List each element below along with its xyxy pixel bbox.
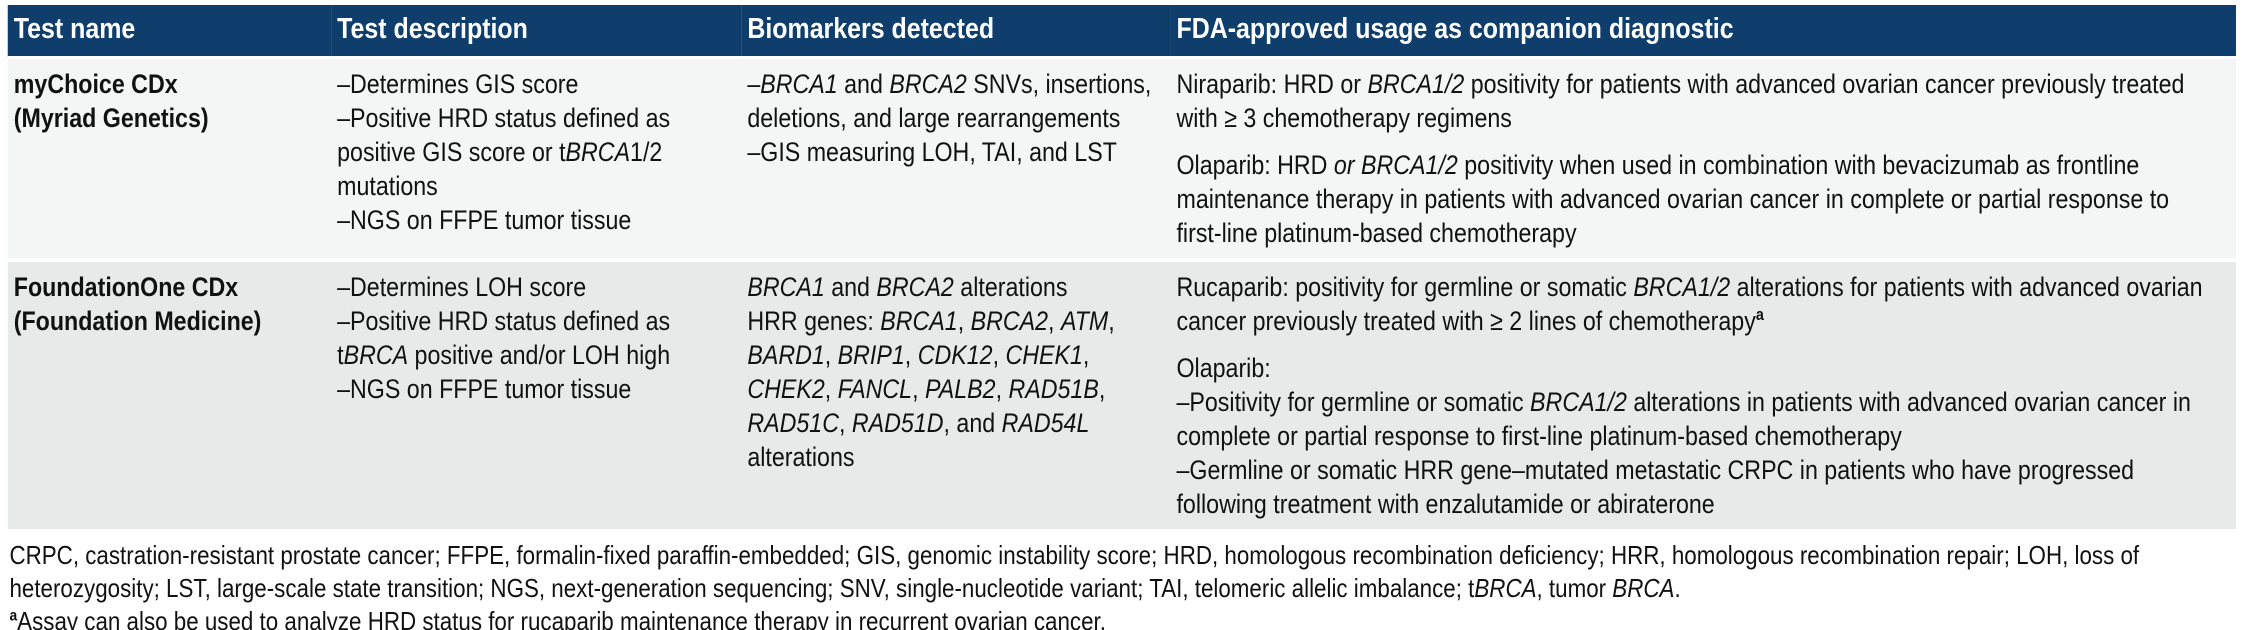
col-header-fda-approved-usage: FDA-approved usage as companion diagnost…: [1170, 5, 2236, 59]
header-row: Test name Test description Biomarkers de…: [7, 5, 2236, 59]
footnotes: CRPC, castration-resistant prostate canc…: [0, 529, 2244, 630]
table-row-foundationone-cdx: FoundationOne CDx (Foundation Medicine) …: [7, 259, 2236, 529]
table-row-mychoice-cdx: myChoice CDx (Myriad Genetics) –Determin…: [7, 57, 2236, 262]
col-header-test-description: Test description: [331, 5, 742, 59]
cell-fda-usage-foundationone: Rucaparib: positivity for germline or so…: [1170, 259, 2236, 529]
cell-test-name-mychoice: myChoice CDx (Myriad Genetics): [7, 57, 332, 262]
cell-test-description-foundationone: –Determines LOH score –Positive HRD stat…: [331, 259, 742, 529]
col-header-test-name: Test name: [7, 5, 332, 59]
table-header: Test name Test description Biomarkers de…: [7, 5, 2236, 59]
abbreviations-note: CRPC, castration-resistant prostate canc…: [9, 539, 2146, 603]
companion-diagnostics-table: Test name Test description Biomarkers de…: [7, 5, 2236, 529]
cell-test-description-mychoice: –Determines GIS score –Positive HRD stat…: [331, 57, 742, 262]
cell-biomarkers-mychoice: –BRCA1 and BRCA2 SNVs, insertions, delet…: [741, 57, 1171, 262]
cell-biomarkers-foundationone: BRCA1 and BRCA2 alterations HRR genes: B…: [741, 259, 1171, 529]
table-scale-wrapper: Test name Test description Biomarkers de…: [0, 5, 2244, 630]
table-body: myChoice CDx (Myriad Genetics) –Determin…: [7, 57, 2236, 529]
col-header-biomarkers-detected: Biomarkers detected: [741, 5, 1171, 59]
cell-test-name-foundationone: FoundationOne CDx (Foundation Medicine): [7, 259, 332, 529]
cell-fda-usage-mychoice: Niraparib: HRD or BRCA1/2 positivity for…: [1170, 57, 2236, 262]
assay-footnote: aAssay can also be used to analyze HRD s…: [9, 605, 1106, 630]
